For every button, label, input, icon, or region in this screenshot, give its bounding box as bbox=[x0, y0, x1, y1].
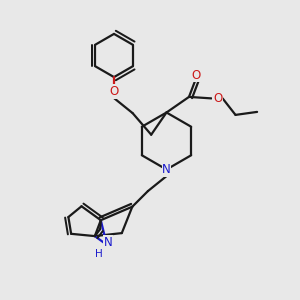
Text: O: O bbox=[191, 69, 200, 82]
Text: H: H bbox=[94, 249, 102, 259]
Text: N: N bbox=[104, 236, 113, 249]
Text: N: N bbox=[162, 163, 171, 176]
Text: O: O bbox=[110, 85, 118, 98]
Text: O: O bbox=[213, 92, 222, 105]
